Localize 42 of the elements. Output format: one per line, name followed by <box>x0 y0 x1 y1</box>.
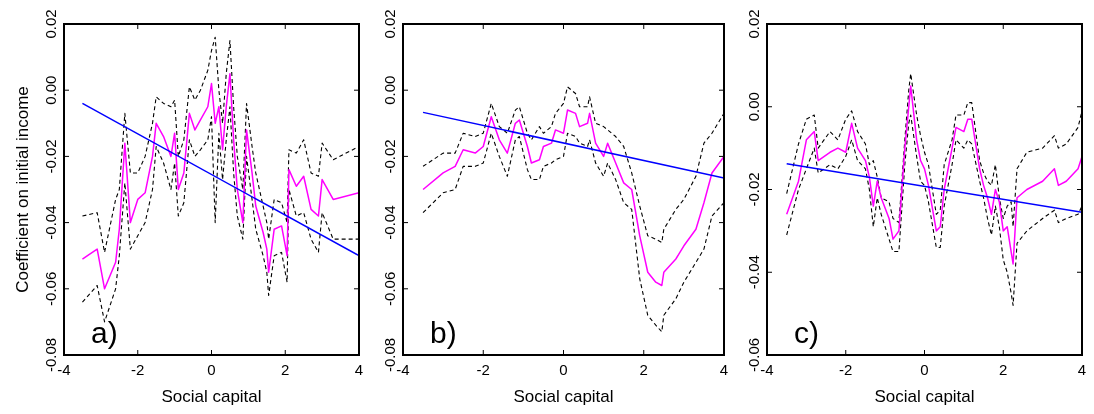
x-tick-label: 2 <box>281 361 290 378</box>
y-tick-label: 0.00 <box>381 75 398 105</box>
annotation: a) <box>91 316 118 349</box>
y-tick-label: -0.06 <box>381 271 398 306</box>
x-tick-label: 2 <box>639 361 648 378</box>
x-axis-title: Social capital <box>513 387 614 406</box>
y-tick-label: -0.04 <box>42 205 59 240</box>
x-tick-label: -4 <box>396 361 410 378</box>
y-tick-label: -0.04 <box>381 205 398 240</box>
y-tick-label: -0.08 <box>42 337 59 373</box>
x-tick-label: 0 <box>207 361 216 378</box>
x-tick-label: 0 <box>920 361 929 378</box>
annotation: b) <box>430 316 457 349</box>
x-tick-label: 4 <box>354 361 364 378</box>
x-tick-label: 0 <box>559 361 568 378</box>
y-tick-label: -0.06 <box>42 271 59 306</box>
x-tick-label: -2 <box>131 361 145 378</box>
y-tick-label: -0.06 <box>745 337 762 373</box>
y-tick-label: -0.04 <box>745 255 762 290</box>
x-tick-label: 4 <box>719 361 729 378</box>
x-tick-label: 2 <box>999 361 1008 378</box>
annotation: c) <box>794 316 819 349</box>
x-tick-label: -2 <box>476 361 490 378</box>
x-tick-label: -2 <box>839 361 853 378</box>
x-tick-label: -4 <box>760 361 774 378</box>
y-tick-label: -0.02 <box>42 139 59 174</box>
y-tick-label: 0.00 <box>745 92 762 122</box>
y-tick-label: -0.02 <box>745 172 762 207</box>
y-tick-label: 0.00 <box>42 75 59 105</box>
line-series <box>785 85 1082 265</box>
x-tick-label: -4 <box>57 361 71 378</box>
y-tick-label: -0.02 <box>381 139 398 174</box>
y-tick-label: 0.02 <box>381 9 398 39</box>
y-tick-label: 0.02 <box>42 9 59 39</box>
line-series <box>422 109 724 287</box>
x-axis-title: Social capital <box>874 387 975 406</box>
y-tick-label: -0.08 <box>381 337 398 373</box>
x-axis-title: Social capital <box>161 387 262 406</box>
x-tick-label: 4 <box>1077 361 1087 378</box>
y-axis-title: Coefficient on initial income <box>13 86 32 293</box>
line-series <box>81 72 359 290</box>
y-tick-label: 0.02 <box>745 9 762 39</box>
